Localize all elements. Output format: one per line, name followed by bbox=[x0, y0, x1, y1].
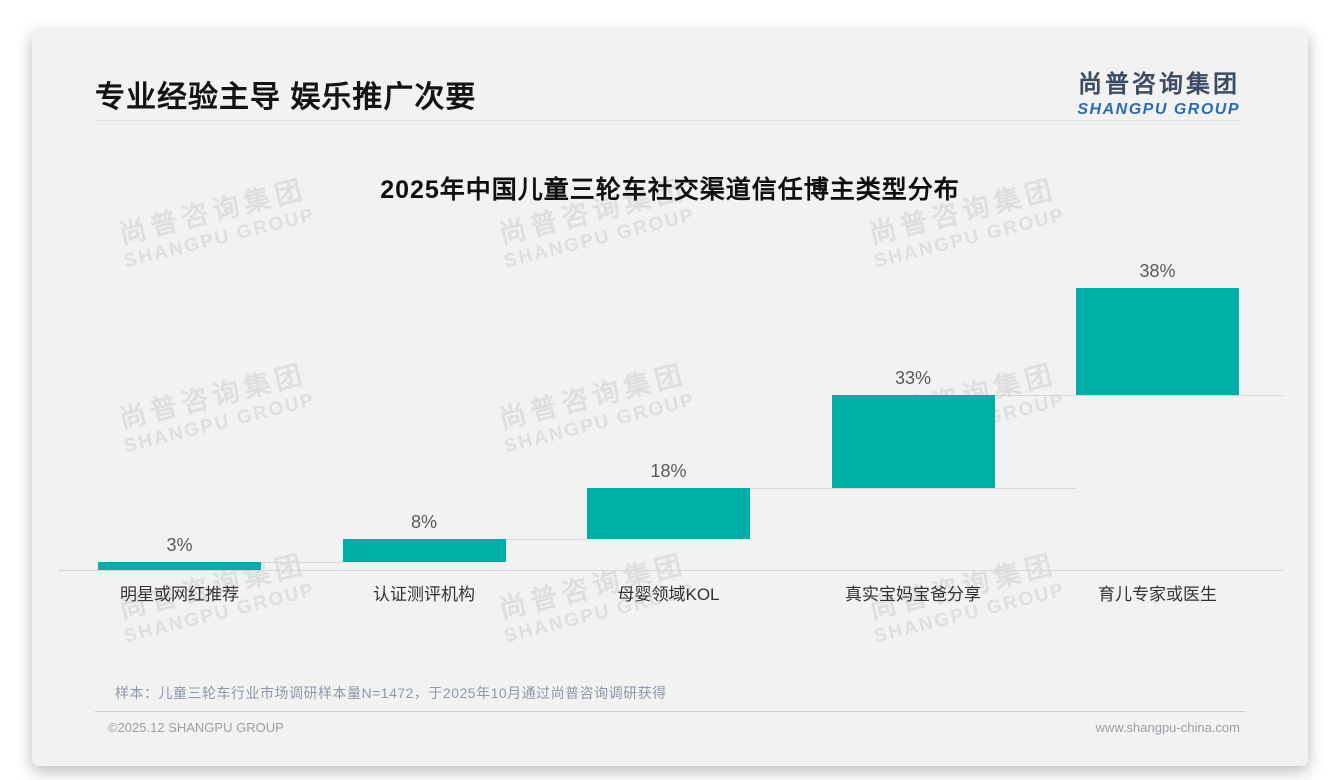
footer-website: www.shangpu-china.com bbox=[1095, 720, 1240, 735]
connector-line bbox=[994, 395, 1283, 397]
chart-bar bbox=[342, 538, 506, 562]
footer-copyright: ©2025.12 SHANGPU GROUP bbox=[108, 720, 284, 735]
chart-title: 2025年中国儿童三轮车社交渠道信任博主类型分布 bbox=[380, 176, 960, 204]
axis-category-label: 认证测评机构 bbox=[373, 585, 475, 604]
connector-line bbox=[750, 488, 1076, 490]
bar-value-label: 38% bbox=[1139, 261, 1176, 281]
company-logo: 尚普咨询集团 SHANGPU GROUP bbox=[1077, 64, 1240, 119]
logo-en-text: SHANGPU GROUP bbox=[1077, 101, 1240, 118]
chart-bar bbox=[831, 395, 995, 489]
axis-category-label: 育儿专家或医生 bbox=[1098, 585, 1217, 604]
header-divider bbox=[95, 120, 1241, 121]
connector-line bbox=[261, 561, 343, 563]
slide-card: 尚普咨询集团 SHANGPU GROUP 尚普咨询集团 SHANGPU GROUP 尚普… bbox=[32, 30, 1308, 766]
bar-value-label: 18% bbox=[650, 461, 687, 482]
axis-category-label: 明星或网红推荐 bbox=[120, 585, 239, 604]
chart-bar bbox=[1076, 288, 1239, 396]
footer-divider bbox=[95, 711, 1245, 712]
chart-bar bbox=[587, 488, 750, 539]
sample-note: 样本：儿童三轮车行业市场调研样本量N=1472，于2025年10月通过尚普咨询调… bbox=[115, 685, 667, 701]
logo-cn-text: 尚普咨询集团 bbox=[1078, 71, 1240, 98]
bar-value-label: 33% bbox=[894, 368, 932, 389]
bar-value-label: 3% bbox=[166, 534, 193, 555]
axis-category-label: 真实宝妈宝爸分享 bbox=[845, 585, 981, 604]
x-axis-line bbox=[58, 570, 1283, 571]
page-title: 专业经验主导 娱乐推广次要 bbox=[95, 81, 477, 114]
axis-category-label: 母婴领域KOL bbox=[617, 585, 720, 604]
chart-bar bbox=[98, 561, 261, 570]
connector-line bbox=[505, 538, 587, 540]
chart-plot: 3% 明星或网红推荐 8% 认证测评机构 18% 母婴领域KOL 33% 真实宝妈宝爸分享 38… bbox=[32, 30, 1308, 766]
bar-value-label: 8% bbox=[410, 511, 437, 532]
